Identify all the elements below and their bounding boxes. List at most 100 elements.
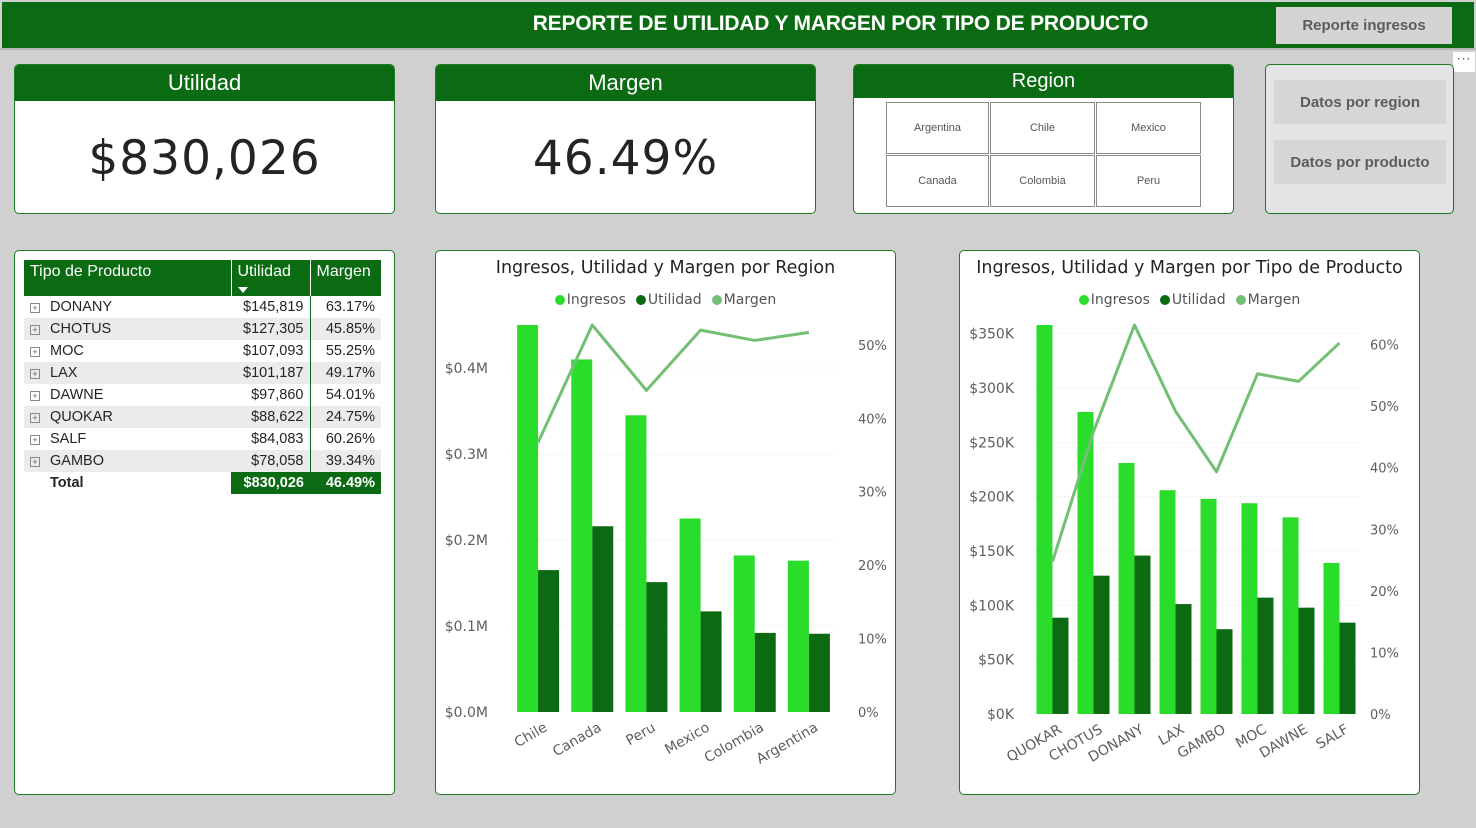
matrix-header-product-label: Tipo de Producto [30,263,152,280]
row-product-name: DONANY [50,299,113,315]
y-right-tick-label: 40% [858,412,887,427]
legend-item-utilidad[interactable]: Utilidad [1159,292,1226,308]
expand-icon[interactable]: + [30,369,40,379]
table-row[interactable]: + LAX $101,187 49.17% [24,362,381,384]
bar-ingresos [625,415,647,712]
y-right-tick-label: 10% [1370,646,1399,661]
y-left-tick-label: $350K [969,327,1015,343]
row-product-name: DAWNE [50,387,104,403]
table-row[interactable]: + DAWNE $97,860 54.01% [24,384,381,406]
sort-descending-icon [237,287,248,293]
legend-dot-icon [1078,295,1089,305]
x-tick-label: DAWNE [1257,722,1310,762]
table-row[interactable]: + QUOKAR $88,622 24.75% [24,406,381,428]
bar-utilidad [592,526,614,712]
y-right-tick-label: 30% [1370,523,1399,538]
row-margen: 24.75% [310,406,381,428]
x-tick-label: Peru [623,720,658,749]
datos-por-producto-button[interactable]: Datos por producto [1274,140,1446,184]
y-left-tick-label: $0.3M [445,447,488,463]
legend-label: Margen [723,292,777,308]
margen-card: Margen 46.49% [435,64,816,214]
expand-icon[interactable]: + [30,347,40,357]
expand-icon[interactable]: + [30,391,40,401]
row-product-name: GAMBO [50,453,104,469]
expand-icon[interactable]: + [30,325,40,335]
matrix-header-margen[interactable]: Margen [310,260,381,296]
region-option-peru[interactable]: Peru [1096,155,1201,207]
region-option-argentina[interactable]: Argentina [886,102,989,154]
bar-ingresos [1159,490,1176,714]
product-matrix-card: Tipo de Producto Utilidad Margen + DONANY… [14,250,395,795]
legend-item-ingresos[interactable]: Ingresos [1078,292,1150,308]
line-margen [536,323,810,444]
y-left-tick-label: $300K [969,381,1015,397]
bar-utilidad [1257,597,1274,714]
total-utilidad: $830,026 [231,472,310,494]
legend-dot-icon [635,295,646,305]
bar-ingresos [571,359,593,712]
x-tick-label: Canada [550,720,604,760]
bar-utilidad [754,632,776,712]
y-left-tick-label: $0.4M [445,361,488,377]
y-right-tick-label: 10% [858,633,887,648]
y-left-tick-label: $150K [969,544,1015,560]
y-left-tick-label: $0K [987,707,1015,723]
y-left-tick-label: $0.0M [445,705,488,721]
y-right-tick-label: 50% [858,339,887,354]
table-row[interactable]: + DONANY $145,819 63.17% [24,296,381,318]
matrix-header-utilidad[interactable]: Utilidad [231,260,311,296]
table-row[interactable]: + CHOTUS $127,305 45.85% [24,318,381,340]
bar-ingresos [517,325,539,712]
bar-ingresos [787,560,809,712]
y-left-tick-label: $0.1M [445,619,488,635]
row-product-name: LAX [50,365,78,381]
region-option-chile[interactable]: Chile [990,102,1095,154]
legend-item-utilidad[interactable]: Utilidad [635,292,702,308]
legend-label: Utilidad [1171,292,1226,308]
row-product-name: MOC [50,343,84,359]
y-right-tick-label: 50% [1370,400,1399,415]
table-row[interactable]: + MOC $107,093 55.25% [24,340,381,362]
datos-por-region-button[interactable]: Datos por region [1274,80,1446,124]
row-utilidad: $97,860 [231,384,311,406]
product-chart-plot[interactable]: $0K $50K $100K $150K $200K $250K $300K $350K 0% 1… [960,251,1420,795]
reporte-ingresos-button[interactable]: Reporte ingresos [1276,7,1452,44]
y-right-tick-label: 0% [1370,708,1391,723]
legend-item-margen[interactable]: Margen [1235,292,1300,308]
row-utilidad: $145,819 [231,296,311,318]
header-divider [0,48,1476,50]
matrix-header-product[interactable]: Tipo de Producto [24,260,232,296]
expand-icon[interactable]: + [30,413,40,423]
y-right-tick-label: 20% [858,559,887,574]
legend-item-ingresos[interactable]: Ingresos [554,292,626,308]
bar-ingresos [733,555,755,712]
navigation-panel: Datos por region Datos por producto [1265,64,1454,214]
product-chart-card: Ingresos, Utilidad y Margen por Tipo de … [959,250,1420,795]
region-option-colombia[interactable]: Colombia [990,155,1095,207]
region-chart-title: Ingresos, Utilidad y Margen por Region [495,258,836,278]
row-margen: 54.01% [325,387,375,403]
region-slicer-title: Region [854,65,1233,98]
expand-icon[interactable]: + [30,435,40,445]
row-product-name: CHOTUS [50,321,112,337]
more-options-icon[interactable]: ··· [1453,52,1475,72]
legend-label: Ingresos [566,292,626,308]
region-option-mexico[interactable]: Mexico [1096,102,1201,154]
report-header: REPORTE DE UTILIDAD Y MARGEN POR TIPO DE… [2,2,1474,48]
x-tick-label: SALF [1314,722,1352,753]
row-margen: 45.85% [310,318,381,340]
utilidad-card-title: Utilidad [15,65,394,101]
expand-icon[interactable]: + [30,303,40,313]
row-utilidad: $107,093 [231,340,311,362]
legend-item-margen[interactable]: Margen [711,292,777,308]
table-row[interactable]: + SALF $84,083 60.26% [24,428,381,450]
legend-dot-icon [1235,295,1246,305]
row-product-name: QUOKAR [50,409,113,425]
row-margen: 49.17% [310,362,381,384]
region-option-canada[interactable]: Canada [886,155,989,207]
expand-icon[interactable]: + [30,457,40,467]
table-row[interactable]: + GAMBO $78,058 39.34% [24,450,381,472]
row-utilidad: $84,083 [231,428,311,450]
region-chart-plot[interactable]: $0.0M $0.1M $0.2M $0.3M $0.4M 0% 10% 20% 30% 40% 5… [436,251,896,795]
